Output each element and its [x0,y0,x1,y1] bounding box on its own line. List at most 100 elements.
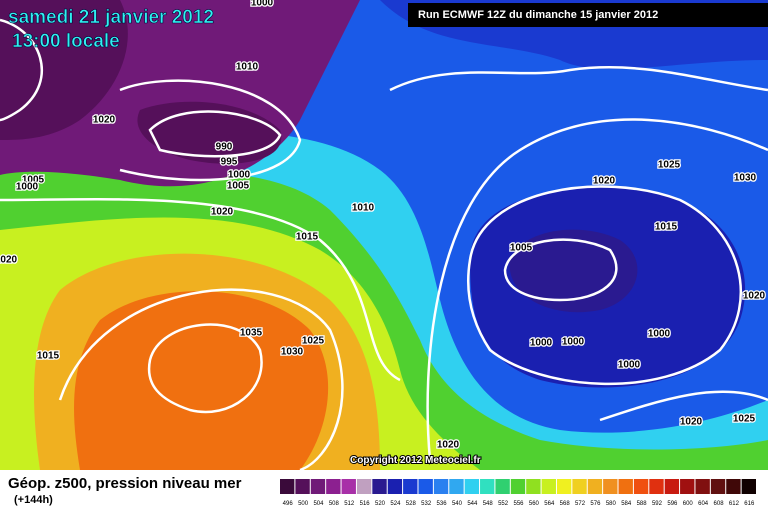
isobar-label: 1000 [530,338,553,349]
scale-swatch [618,479,633,494]
scale-label: 524 [390,501,401,507]
isobar-label: 1025 [733,414,756,425]
scale-swatch [710,479,726,494]
isobar-label: 1015 [655,222,678,233]
scale-label: 496 [283,501,294,507]
scale-label: 552 [498,501,509,507]
scale-label: 588 [637,501,648,507]
scale-label: 504 [313,501,324,507]
scale-label: 568 [560,501,571,507]
scale-label: 508 [329,501,340,507]
scale-label: 564 [544,501,555,507]
isobar-label: 995 [221,157,238,168]
scale-label: 500 [298,501,309,507]
scale-swatch [403,479,418,494]
isobar-label: 1000 [251,0,274,9]
isobar-label: 1000 [16,182,39,193]
run-info: Run ECMWF 12Z du dimanche 15 janvier 201… [418,9,658,21]
scale-label: 556 [513,501,524,507]
scale-swatch [341,479,356,494]
scale-swatch [695,479,710,494]
isobar-label: 1020 [743,291,766,302]
scale-label: 612 [729,501,740,507]
scale-swatch [556,479,572,494]
isobar-label: 1020 [211,207,234,218]
lead-time: (+144h) [14,494,53,506]
isobar-label: 1025 [302,336,325,347]
isobar-label: 1000 [648,329,671,340]
scale-label: 608 [714,501,725,507]
isobar-label: 1030 [281,347,304,358]
scale-label: 616 [744,501,755,507]
scale-swatch [418,479,433,494]
color-scale: 496 500 504 508 512 516 520 524 528 532 536 540 544 5… [280,479,756,507]
isobar-label: 1025 [658,160,681,171]
scale-label: 600 [683,501,694,507]
scale-label: 512 [344,501,355,507]
isobar-label: 1020 [93,115,116,126]
isobar-label: 1000 [228,170,251,181]
isobar-label: 1020 [680,417,703,428]
scale-swatch [726,479,741,494]
scale-swatch [464,479,480,494]
isobar-label: 1010 [236,62,259,73]
scale-swatch [280,479,295,494]
scale-label: 560 [529,501,540,507]
scale-label: 592 [652,501,663,507]
scale-label: 540 [452,501,463,507]
scale-swatch [310,479,326,494]
scale-label: 572 [575,501,586,507]
isobar-label: 1020 [437,440,460,451]
scale-swatch [649,479,664,494]
isobar-label: 1015 [296,232,319,243]
scale-swatch [587,479,603,494]
scale-swatch [372,479,387,494]
isobar-label: 1020 [0,255,18,266]
scale-label: 532 [421,501,432,507]
map-field [0,0,768,470]
scale-label: 536 [437,501,448,507]
scale-swatch [541,479,556,494]
scale-swatch [633,479,649,494]
scale-label: 580 [606,501,617,507]
map-time: 13:00 locale [12,31,120,52]
isobar-label: 1000 [618,360,641,371]
isobar-label: 1010 [352,203,375,214]
scale-swatch [510,479,526,494]
isobar-label: 1000 [562,337,585,348]
scale-label: 576 [590,501,601,507]
scale-label: 516 [360,501,371,507]
isobar-label: 1030 [734,173,757,184]
scale-swatch [387,479,403,494]
scale-swatch [741,479,756,494]
scale-label: 520 [375,501,386,507]
scale-swatch [433,479,449,494]
isobar-label: 990 [216,142,233,153]
isobar-label: 1015 [37,351,60,362]
isobar-label: 1020 [593,176,616,187]
scale-swatch [480,479,495,494]
scale-label: 528 [406,501,417,507]
scale-label: 548 [483,501,494,507]
scale-label: 544 [467,501,478,507]
scale-swatch [680,479,695,494]
scale-swatch [526,479,541,494]
scale-swatch [603,479,618,494]
scale-swatch [295,479,310,494]
scale-swatch [495,479,510,494]
scale-swatch [572,479,587,494]
copyright: Copyright 2012 Meteociel.fr [350,455,481,466]
scale-label: 596 [667,501,678,507]
scale-swatch [664,479,680,494]
scale-swatch [326,479,341,494]
isobar-label: 1005 [510,243,533,254]
scale-swatch [449,479,464,494]
map-date: samedi 21 janvier 2012 [8,7,214,28]
chart-title: Géop. z500, pression niveau mer [8,475,242,492]
scale-label: 584 [621,501,632,507]
isobar-label: 1035 [240,328,263,339]
scale-label: 604 [698,501,709,507]
isobar-label: 1005 [22,175,45,186]
